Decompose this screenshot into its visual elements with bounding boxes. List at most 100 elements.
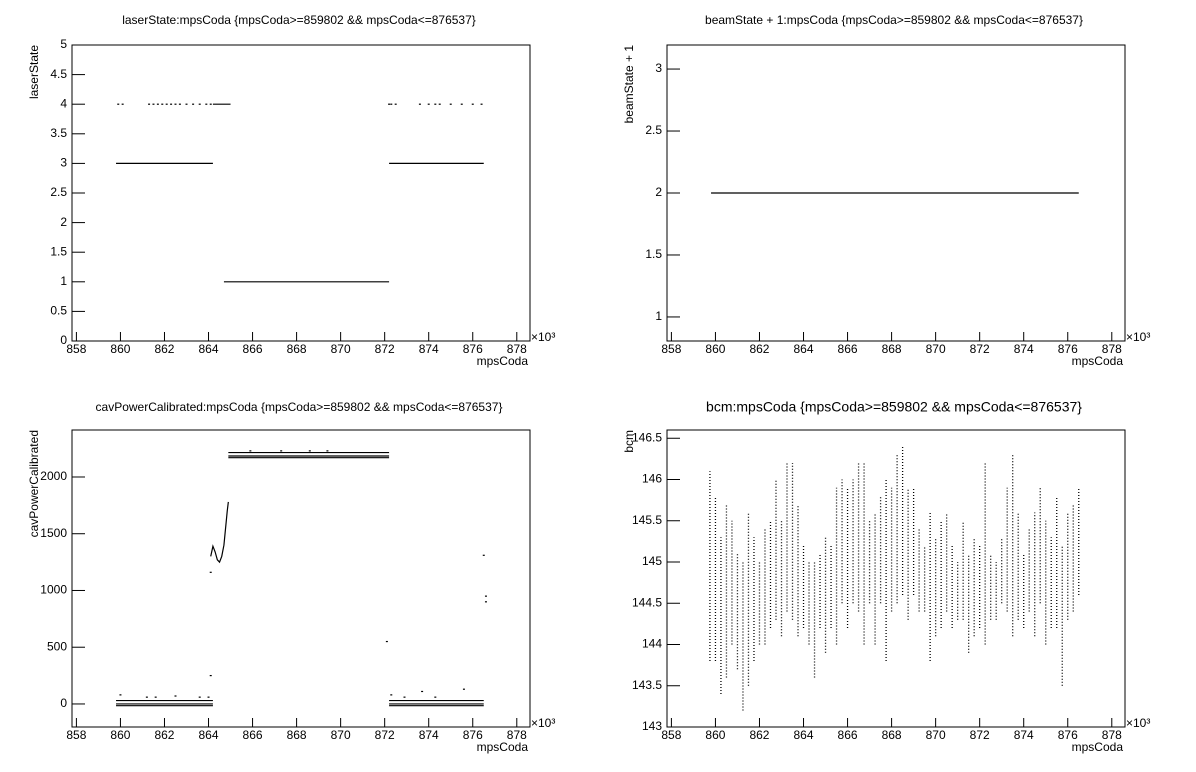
y-tick-label: 146.5 <box>632 430 662 444</box>
data-point <box>326 450 329 452</box>
x-tick-label: 876 <box>1058 342 1078 356</box>
data-point <box>121 103 124 105</box>
y-tick-label: 1000 <box>40 583 67 597</box>
data-point <box>198 103 201 105</box>
y-tick-label: 3 <box>655 61 662 75</box>
data-point <box>280 450 283 452</box>
x-tick-label: 874 <box>1014 728 1034 742</box>
x-tick-label: 866 <box>838 342 858 356</box>
y-tick-label: 143.5 <box>632 678 662 692</box>
y-tick-label: 2 <box>60 215 67 229</box>
chart-title: bcm:mpsCoda {mpsCoda>=859802 && mpsCoda<… <box>706 399 1082 415</box>
y-tick-label: 1.5 <box>50 244 67 258</box>
x-multiplier: ×10³ <box>531 716 555 730</box>
data-point <box>165 103 168 105</box>
x-tick-label: 860 <box>110 728 130 742</box>
x-tick-label: 870 <box>331 728 351 742</box>
x-tick-label: 868 <box>287 342 307 356</box>
y-tick-label: 1.5 <box>645 247 662 261</box>
y-tick-label: 2.5 <box>50 185 67 199</box>
y-axis-label: beamState + 1 <box>622 45 636 124</box>
plot-frame <box>71 429 531 728</box>
x-tick-label: 874 <box>419 728 439 742</box>
x-tick-label: 864 <box>794 728 814 742</box>
x-tick-label: 876 <box>463 342 483 356</box>
x-tick-label: 870 <box>926 342 946 356</box>
y-tick-label: 2 <box>655 185 662 199</box>
x-tick-label: 872 <box>970 728 990 742</box>
panel: laserState:mpsCoda {mpsCoda>=859802 && m… <box>27 13 555 368</box>
x-tick-label: 870 <box>926 728 946 742</box>
data-point <box>119 694 122 696</box>
x-tick-label: 874 <box>419 342 439 356</box>
y-tick-label: 1 <box>60 274 67 288</box>
y-tick-label: 4 <box>60 96 67 110</box>
data-point <box>145 696 148 698</box>
panel: beamState + 1:mpsCoda {mpsCoda>=859802 &… <box>622 13 1150 368</box>
data-point <box>390 694 393 696</box>
x-axis-label: mpsCoda <box>1072 354 1124 368</box>
data-point <box>421 690 424 693</box>
x-axis-label: mpsCoda <box>1072 740 1124 754</box>
data-point <box>152 103 155 105</box>
x-tick-label: 862 <box>154 728 174 742</box>
data-point <box>178 103 181 105</box>
x-tick-label: 864 <box>199 342 219 356</box>
data-point <box>438 103 441 105</box>
data-point <box>403 696 406 698</box>
y-tick-label: 5 <box>60 37 67 51</box>
x-tick-label: 872 <box>970 342 990 356</box>
data-point <box>388 103 391 105</box>
data-point <box>434 696 437 698</box>
x-tick-label: 860 <box>110 342 130 356</box>
x-tick-label: 866 <box>838 728 858 742</box>
x-tick-label: 878 <box>1102 728 1122 742</box>
x-multiplier: ×10³ <box>1126 330 1150 344</box>
y-tick-label: 1 <box>655 309 662 323</box>
y-tick-label: 145 <box>642 554 662 568</box>
x-tick-label: 876 <box>1058 728 1078 742</box>
x-tick-label: 868 <box>882 728 902 742</box>
y-tick-label: 3.5 <box>50 126 67 140</box>
data-point <box>462 688 465 690</box>
data-point <box>249 450 252 452</box>
x-tick-label: 866 <box>243 728 263 742</box>
data-point <box>484 595 487 597</box>
y-tick-label: 2000 <box>40 469 67 483</box>
y-tick-label: 0 <box>60 333 67 347</box>
x-tick-label: 872 <box>375 728 395 742</box>
x-tick-label: 858 <box>661 728 681 742</box>
x-tick-label: 874 <box>1014 342 1034 356</box>
data-point <box>308 450 311 452</box>
data-point <box>161 103 164 105</box>
x-multiplier: ×10³ <box>1126 716 1150 730</box>
data-point <box>480 103 483 105</box>
data-point <box>205 103 208 105</box>
data-point <box>209 674 212 677</box>
y-tick-label: 143 <box>642 719 662 733</box>
x-tick-label: 858 <box>66 342 86 356</box>
x-tick-label: 860 <box>705 342 725 356</box>
chart-title: cavPowerCalibrated:mpsCoda {mpsCoda>=859… <box>96 400 503 414</box>
x-tick-label: 864 <box>199 728 219 742</box>
data-point <box>385 640 388 643</box>
y-tick-label: 500 <box>47 639 67 653</box>
data-point <box>209 103 212 105</box>
y-tick-label: 146 <box>642 472 662 486</box>
data-point <box>174 695 177 697</box>
data-point <box>170 103 173 105</box>
x-tick-label: 868 <box>287 728 307 742</box>
x-tick-label: 872 <box>375 342 395 356</box>
plot-frame <box>71 44 531 342</box>
data-point <box>418 103 421 105</box>
y-tick-label: 0 <box>60 696 67 710</box>
x-axis-label: mpsCoda <box>477 354 529 368</box>
chart-title: beamState + 1:mpsCoda {mpsCoda>=859802 &… <box>705 13 1083 27</box>
data-point <box>148 103 151 105</box>
data-point <box>460 103 463 105</box>
x-tick-label: 866 <box>243 342 263 356</box>
data-point <box>484 601 487 603</box>
data-point <box>427 103 430 105</box>
x-tick-label: 862 <box>749 728 769 742</box>
x-tick-label: 860 <box>705 728 725 742</box>
